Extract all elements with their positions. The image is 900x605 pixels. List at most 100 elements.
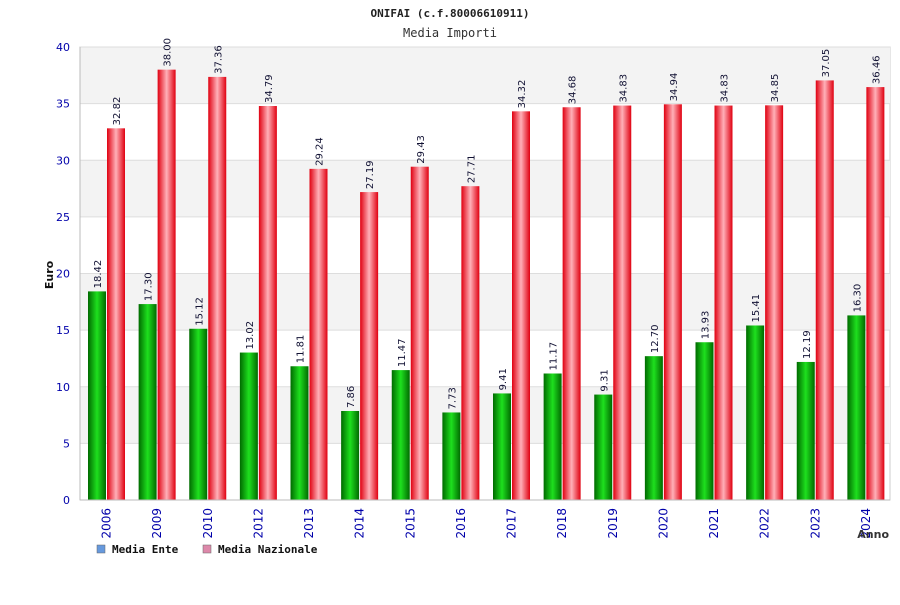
bar-media-nazionale xyxy=(107,128,125,500)
bar-media-ente xyxy=(341,410,360,500)
bar-value-label: 7.86 xyxy=(346,386,357,408)
bar-media-ente xyxy=(746,325,765,500)
bar-media-ente xyxy=(796,361,815,500)
bar-value-label: 34.32 xyxy=(517,80,528,109)
bar-media-nazionale xyxy=(815,80,834,500)
bar-value-label: 11.81 xyxy=(296,335,307,364)
y-tick-label: 30 xyxy=(56,154,70,167)
x-tick-label: 2018 xyxy=(555,508,569,539)
bar-media-nazionale xyxy=(562,107,581,501)
bar-media-ente xyxy=(442,412,461,500)
y-tick-label: 25 xyxy=(56,211,70,224)
bar-media-ente xyxy=(138,304,157,500)
bar-value-label: 34.85 xyxy=(770,74,781,103)
bar-value-label: 15.41 xyxy=(751,294,762,323)
y-axis: 0 5 10 15 20 25 30 35 40 xyxy=(56,41,81,507)
y-axis-label: Euro xyxy=(43,260,56,289)
chart-subtitle: Media Importi xyxy=(403,26,497,40)
bar-value-label: 12.70 xyxy=(650,325,661,354)
x-tick-label: 2017 xyxy=(505,508,519,539)
bar-value-label: 37.36 xyxy=(213,45,224,74)
y-tick-label: 5 xyxy=(63,437,70,450)
y-tick-label: 15 xyxy=(56,324,70,337)
bar-media-ente xyxy=(88,291,106,500)
y-tick-label: 0 xyxy=(63,494,70,507)
bar-media-nazionale xyxy=(360,192,379,501)
chart-title: ONIFAI (c.f.80006610911) xyxy=(371,7,530,20)
y-tick-label: 10 xyxy=(56,381,70,394)
bar-media-nazionale xyxy=(309,168,328,500)
bar-value-label: 29.24 xyxy=(315,137,326,166)
bar-value-label: 29.43 xyxy=(416,135,427,164)
bar-value-label: 34.83 xyxy=(618,74,629,103)
value-labels-group: 18.42 32.82 17.30 38.00 15.12 37.36 13.02 34.79… xyxy=(93,38,882,409)
bar-value-label: 36.46 xyxy=(871,55,882,84)
bar-value-label: 16.30 xyxy=(852,284,863,313)
y-tick-label: 20 xyxy=(56,268,70,281)
bar-media-nazionale xyxy=(613,105,632,501)
x-tick-label: 2014 xyxy=(353,508,367,539)
legend-label: Media Ente xyxy=(112,543,179,556)
x-tick-label: 2023 xyxy=(808,508,822,539)
x-tick-label: 2013 xyxy=(302,508,316,539)
bar-media-ente xyxy=(594,394,613,500)
x-tick-label: 2006 xyxy=(100,508,114,539)
bar-value-label: 17.30 xyxy=(144,272,155,301)
bar-value-label: 13.93 xyxy=(701,311,712,340)
bar-media-ente xyxy=(239,352,258,500)
bar-media-ente xyxy=(189,328,208,500)
bar-media-nazionale xyxy=(866,87,885,500)
bar-value-label: 32.82 xyxy=(112,97,123,126)
x-tick-label: 2021 xyxy=(707,508,721,539)
x-tick-label: 2024 xyxy=(859,508,873,539)
y-tick-label: 35 xyxy=(56,98,70,111)
x-tick-label: 2022 xyxy=(758,508,772,539)
bar-value-label: 27.71 xyxy=(466,155,477,184)
bar-media-nazionale xyxy=(714,105,733,501)
x-tick-label: 2019 xyxy=(606,508,620,539)
bars-group xyxy=(88,69,885,501)
grid-band xyxy=(80,47,890,104)
bar-media-nazionale xyxy=(208,76,227,500)
legend-label: Media Nazionale xyxy=(218,543,318,556)
bar-value-label: 34.79 xyxy=(264,74,275,103)
bar-value-label: 34.83 xyxy=(720,74,731,103)
bar-value-label: 15.12 xyxy=(194,297,205,326)
bar-media-ente xyxy=(543,373,562,500)
x-tick-label: 2010 xyxy=(201,508,215,539)
bar-media-ente xyxy=(847,315,866,500)
bar-value-label: 7.73 xyxy=(447,387,458,409)
bar-media-ente xyxy=(391,370,410,500)
bar-value-label: 38.00 xyxy=(163,38,174,67)
bar-value-label: 13.02 xyxy=(245,321,256,350)
x-tick-label: 2020 xyxy=(656,508,670,539)
y-tick-label: 40 xyxy=(56,41,70,54)
x-axis-label: Anno xyxy=(857,528,889,541)
bar-value-label: 34.94 xyxy=(669,73,680,102)
bar-media-nazionale xyxy=(157,69,176,501)
legend-swatch xyxy=(202,544,212,554)
bar-media-ente xyxy=(493,393,511,500)
bar-media-nazionale xyxy=(512,111,530,501)
bar-media-nazionale xyxy=(258,106,277,501)
bar-value-label: 37.05 xyxy=(821,49,832,78)
bar-value-label: 18.42 xyxy=(93,260,104,289)
x-tick-label: 2012 xyxy=(251,508,265,539)
legend: Media Ente Media Nazionale xyxy=(96,543,318,556)
bar-media-ente xyxy=(644,356,663,500)
x-tick-label: 2015 xyxy=(403,508,417,539)
x-tick-label: 2016 xyxy=(454,508,468,539)
legend-swatch xyxy=(96,544,106,554)
bar-media-nazionale xyxy=(410,166,429,500)
bar-value-label: 11.17 xyxy=(549,342,560,371)
bar-media-nazionale xyxy=(765,105,784,500)
bar-value-label: 11.47 xyxy=(397,338,408,367)
bar-media-nazionale xyxy=(461,186,480,500)
bar-value-label: 9.31 xyxy=(599,369,610,391)
bar-value-label: 27.19 xyxy=(365,160,376,189)
bar-media-ente xyxy=(290,366,309,500)
x-axis: 2006 2009 2010 2012 2013 2014 2015 2016 2017 2018… xyxy=(80,499,890,539)
bar-media-nazionale xyxy=(663,104,682,500)
